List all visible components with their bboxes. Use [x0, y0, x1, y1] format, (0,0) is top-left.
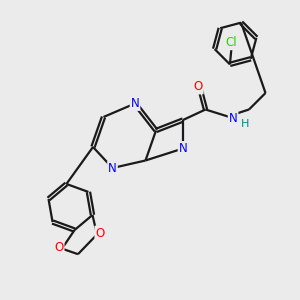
Text: N: N [108, 161, 117, 175]
Text: H: H [241, 118, 249, 129]
Text: N: N [130, 97, 140, 110]
Text: N: N [178, 142, 188, 155]
Text: O: O [95, 226, 105, 239]
Text: O: O [54, 241, 64, 254]
Text: N: N [229, 112, 238, 125]
Text: Cl: Cl [226, 36, 237, 49]
Text: O: O [194, 80, 202, 94]
